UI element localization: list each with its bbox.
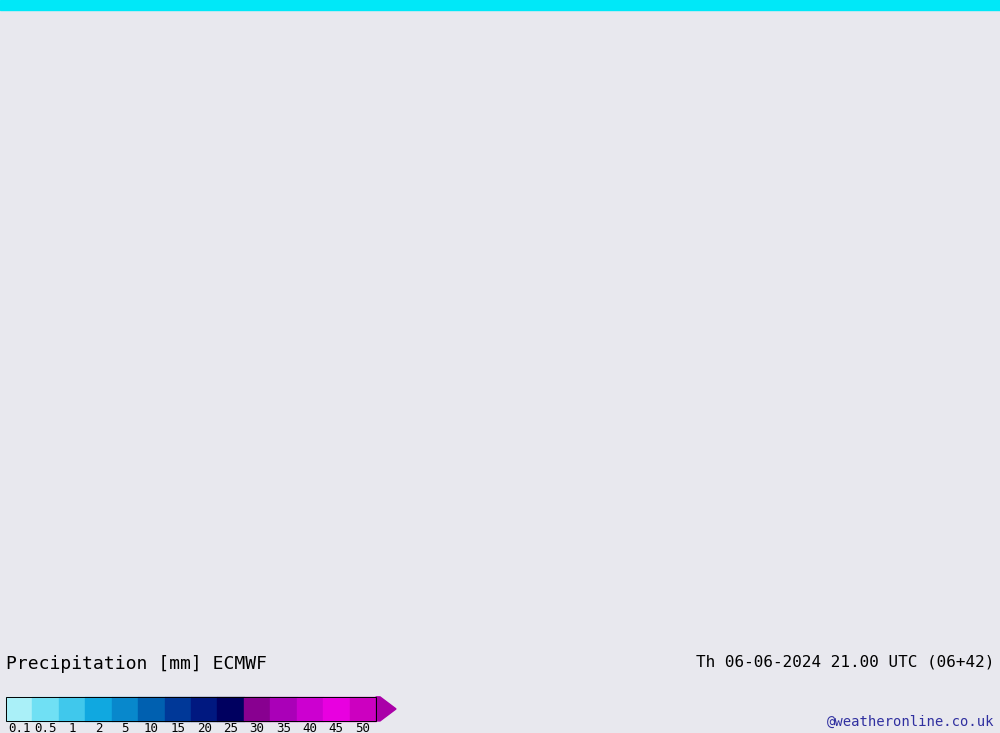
Text: 40: 40: [302, 722, 317, 733]
Bar: [217, 697, 244, 721]
Text: 5: 5: [121, 722, 129, 733]
Text: 15: 15: [170, 722, 185, 733]
Bar: [323, 697, 350, 721]
Text: 30: 30: [250, 722, 265, 733]
Text: @weatheronline.co.uk: @weatheronline.co.uk: [826, 715, 994, 729]
Bar: [138, 697, 165, 721]
Text: 0.5: 0.5: [34, 722, 57, 733]
Bar: [0, 0, 1000, 10]
Bar: [350, 697, 376, 721]
Text: 2: 2: [95, 722, 102, 733]
Bar: [270, 697, 297, 721]
Text: 20: 20: [197, 722, 212, 733]
Text: Th 06-06-2024 21.00 UTC (06+42): Th 06-06-2024 21.00 UTC (06+42): [696, 655, 994, 670]
Bar: [85, 697, 112, 721]
Bar: [297, 697, 323, 721]
Text: 0.1: 0.1: [8, 722, 30, 733]
FancyArrow shape: [376, 697, 396, 721]
Text: 1: 1: [68, 722, 76, 733]
Bar: [32, 697, 59, 721]
Bar: [165, 697, 191, 721]
Text: 45: 45: [329, 722, 344, 733]
Bar: [59, 697, 85, 721]
Text: 35: 35: [276, 722, 291, 733]
Bar: [6, 697, 376, 721]
Bar: [244, 697, 270, 721]
Bar: [112, 697, 138, 721]
Text: Precipitation [mm] ECMWF: Precipitation [mm] ECMWF: [6, 655, 267, 673]
Text: 50: 50: [355, 722, 370, 733]
Bar: [191, 697, 217, 721]
Bar: [6, 697, 32, 721]
Text: 25: 25: [223, 722, 238, 733]
Text: 10: 10: [144, 722, 159, 733]
